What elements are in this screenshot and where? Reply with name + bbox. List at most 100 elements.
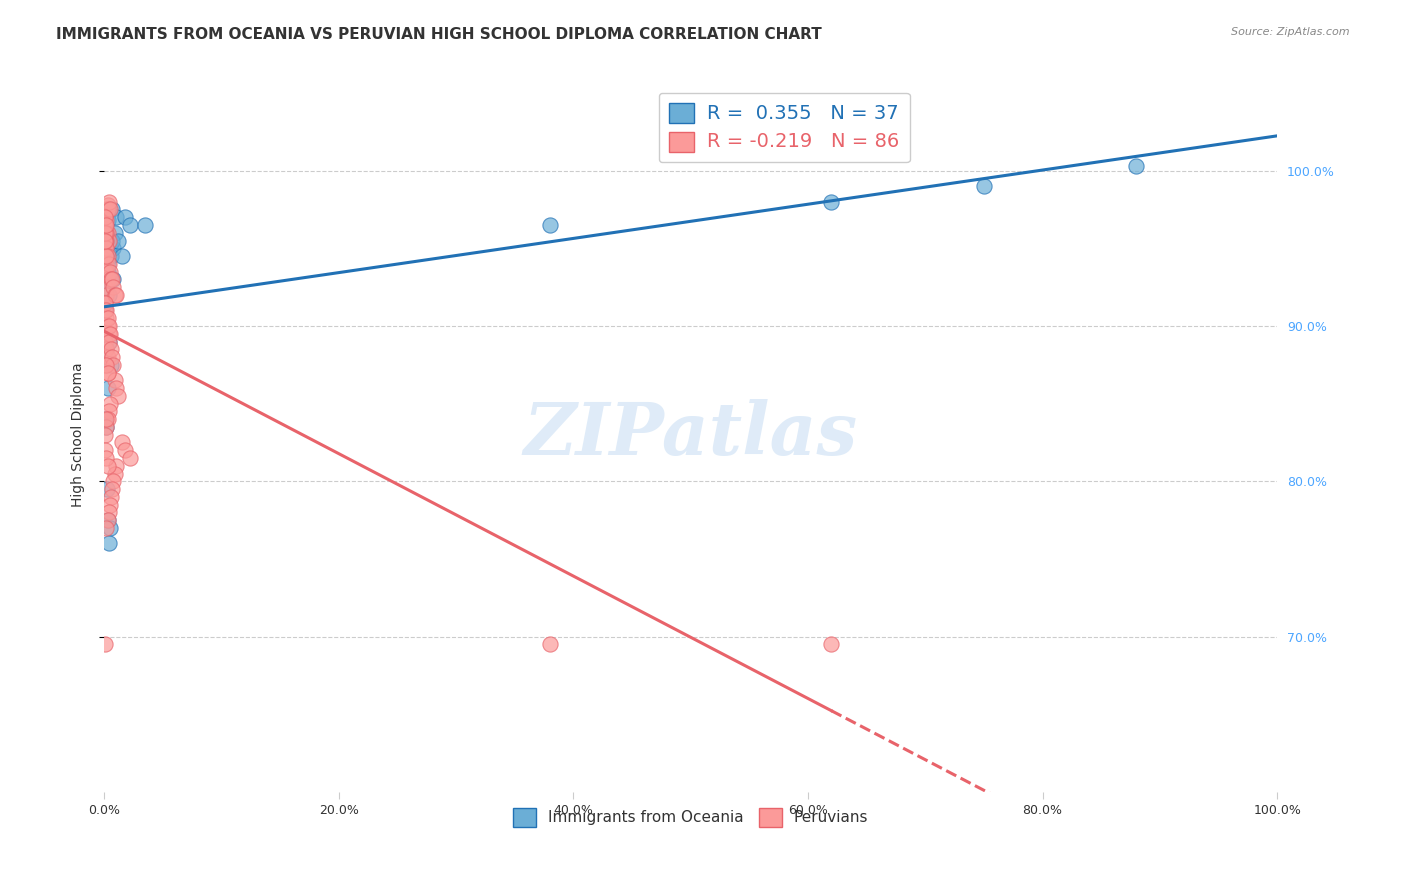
Point <box>94 238 117 252</box>
Point <box>134 218 156 232</box>
Point <box>96 513 118 527</box>
Point <box>94 443 117 458</box>
Point <box>96 249 118 263</box>
Point <box>96 318 118 333</box>
Y-axis label: High School Diploma: High School Diploma <box>72 362 86 507</box>
Point <box>98 521 121 535</box>
Point <box>96 420 118 434</box>
Point <box>820 194 842 209</box>
Point <box>96 458 118 473</box>
Point <box>100 249 122 263</box>
Point <box>1125 159 1147 173</box>
Point <box>94 211 117 225</box>
Point <box>94 303 117 318</box>
Point <box>94 637 117 651</box>
Point <box>94 295 117 310</box>
Point <box>96 381 118 395</box>
Point <box>96 303 118 318</box>
Point <box>100 343 122 357</box>
Point <box>96 226 118 240</box>
Point <box>96 226 118 240</box>
Point <box>820 637 842 651</box>
Legend: Immigrants from Oceania, Peruvians: Immigrants from Oceania, Peruvians <box>505 800 876 834</box>
Point <box>103 272 125 286</box>
Text: Source: ZipAtlas.com: Source: ZipAtlas.com <box>1232 27 1350 37</box>
Point <box>114 443 136 458</box>
Point <box>94 241 117 255</box>
Point <box>96 288 118 302</box>
Point <box>96 213 118 227</box>
Point <box>97 194 120 209</box>
Point <box>97 536 120 550</box>
Point <box>96 249 118 263</box>
Point <box>94 226 117 240</box>
Point <box>103 467 125 481</box>
Point <box>96 343 118 357</box>
Text: IMMIGRANTS FROM OCEANIA VS PERUVIAN HIGH SCHOOL DIPLOMA CORRELATION CHART: IMMIGRANTS FROM OCEANIA VS PERUVIAN HIGH… <box>56 27 823 42</box>
Point <box>100 272 122 286</box>
Point <box>104 288 127 302</box>
Point <box>97 505 120 519</box>
Point <box>94 218 117 232</box>
Point <box>96 202 118 217</box>
Point <box>97 318 120 333</box>
Point <box>114 211 136 225</box>
Point <box>96 218 118 232</box>
Point <box>94 358 117 372</box>
Point <box>96 482 118 496</box>
Point <box>98 202 121 217</box>
Point <box>98 397 121 411</box>
Point <box>96 198 118 212</box>
Point <box>94 303 117 318</box>
Point <box>96 358 118 372</box>
Point <box>96 241 118 255</box>
Point <box>110 435 132 450</box>
Point <box>98 326 121 341</box>
Point <box>94 412 117 426</box>
Point <box>103 280 125 294</box>
Point <box>100 490 122 504</box>
Point <box>94 249 117 263</box>
Point <box>98 272 121 286</box>
Point <box>96 450 118 465</box>
Point <box>103 226 125 240</box>
Point <box>103 358 125 372</box>
Point <box>96 257 118 271</box>
Point <box>118 218 141 232</box>
Point <box>94 264 117 278</box>
Point <box>104 458 127 473</box>
Point <box>96 264 118 278</box>
Point <box>94 334 117 349</box>
Point <box>118 450 141 465</box>
Point <box>94 427 117 442</box>
Point <box>96 420 118 434</box>
Point <box>97 288 120 302</box>
Point <box>98 498 121 512</box>
Point <box>97 326 120 341</box>
Point <box>94 295 117 310</box>
Point <box>94 207 117 221</box>
Point <box>96 234 118 248</box>
Point <box>97 202 120 217</box>
Point <box>97 334 120 349</box>
Point <box>98 238 121 252</box>
Point <box>101 234 124 248</box>
Point <box>103 288 125 302</box>
Point <box>96 513 118 527</box>
Point <box>94 234 117 248</box>
Point <box>96 257 118 271</box>
Point <box>96 521 118 535</box>
Point <box>96 366 118 380</box>
Point <box>101 202 124 217</box>
Point <box>96 412 118 426</box>
Point <box>96 222 118 236</box>
Point <box>96 366 118 380</box>
Point <box>97 334 120 349</box>
Point <box>97 257 120 271</box>
Point <box>103 241 125 255</box>
Point <box>107 389 129 403</box>
Point <box>100 358 122 372</box>
Point <box>96 234 118 248</box>
Point <box>94 280 117 294</box>
Point <box>110 249 132 263</box>
